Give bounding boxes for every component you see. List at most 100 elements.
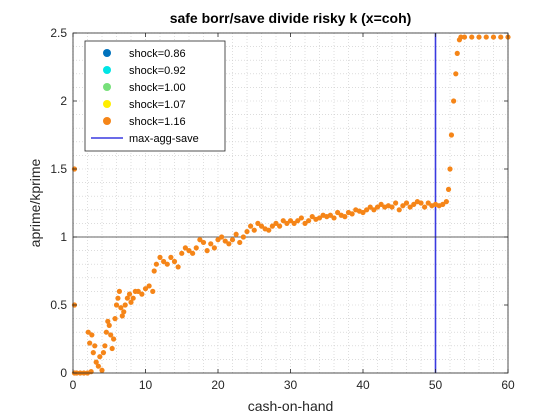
data-point [150, 288, 156, 294]
data-point [269, 223, 275, 229]
data-point [146, 283, 152, 289]
data-point [454, 50, 460, 57]
data-point [393, 200, 399, 206]
data-point [306, 218, 312, 224]
data-point [200, 239, 207, 246]
data-point [244, 228, 250, 235]
data-point [175, 264, 181, 270]
data-point [331, 215, 337, 221]
data-point [128, 299, 134, 305]
data-point [106, 322, 112, 328]
data-point [476, 34, 482, 40]
data-point [92, 343, 98, 349]
data-point [105, 318, 111, 324]
data-point [229, 237, 236, 243]
data-point [483, 34, 489, 40]
data-point [443, 199, 449, 205]
data-point [422, 204, 428, 210]
data-point [204, 248, 210, 254]
data-point [211, 245, 217, 251]
data-point [97, 354, 103, 360]
data-point [119, 313, 125, 319]
legend-label: shock=1.07 [129, 99, 186, 111]
data-point [164, 261, 170, 267]
x-tick-label: 0 [70, 378, 77, 392]
data-point [126, 291, 133, 297]
data-point [139, 291, 145, 297]
data-point [258, 223, 265, 229]
data-point [448, 132, 455, 138]
data-point [135, 288, 141, 294]
data-point [374, 204, 381, 210]
data-point [378, 201, 384, 207]
y-tick-label: 1 [60, 230, 67, 244]
y-tick-label: 0 [60, 366, 67, 380]
data-point [197, 237, 203, 243]
data-point [440, 201, 446, 207]
data-point [90, 350, 96, 356]
data-point [469, 34, 475, 40]
data-point [124, 295, 130, 301]
data-point [364, 207, 370, 213]
data-point [287, 218, 294, 224]
data-point [85, 329, 91, 335]
data-point [118, 305, 124, 311]
data-point [151, 268, 157, 274]
data-point [93, 359, 99, 365]
data-point [453, 71, 459, 77]
data-point [240, 234, 246, 240]
y-axis-title: aprime/kprime [27, 158, 43, 247]
data-point [116, 288, 122, 294]
data-points [71, 34, 511, 376]
data-point [87, 340, 93, 346]
data-point [277, 223, 283, 229]
data-point [425, 200, 431, 206]
data-point [490, 34, 497, 40]
data-point [215, 237, 221, 243]
data-point [190, 250, 196, 256]
data-point [237, 239, 243, 246]
legend-marker [103, 49, 111, 57]
data-point [103, 329, 109, 335]
tick-labels: 0 10 20 30 40 50 60 0 0.5 1 1.5 2 2.5 [50, 26, 515, 392]
data-point [186, 248, 192, 254]
data-point [208, 241, 214, 247]
data-point [389, 204, 395, 210]
chart-title: safe borr/save divide risky k (x=coh) [170, 10, 412, 26]
data-point [168, 254, 174, 260]
data-point [157, 254, 163, 260]
data-point [302, 220, 308, 226]
data-point [461, 34, 468, 40]
data-point [360, 209, 366, 216]
y-tick-label: 1.5 [50, 162, 67, 176]
data-point [411, 201, 417, 207]
data-point [349, 211, 355, 217]
data-point [99, 367, 105, 373]
y-tick-label: 2.5 [50, 26, 67, 40]
data-point [284, 220, 290, 226]
legend-box [84, 40, 226, 152]
data-point [295, 218, 301, 224]
legend-marker [103, 117, 111, 125]
data-point [298, 215, 304, 221]
data-point [109, 345, 115, 352]
data-point [153, 261, 159, 267]
data-point [291, 220, 297, 226]
data-point [95, 363, 101, 369]
legend-label: shock=0.92 [129, 65, 186, 77]
x-tick-label: 40 [356, 378, 370, 392]
data-point [115, 295, 121, 301]
legend: shock=0.86 shock=0.92 shock=1.00 shock=1.07… [84, 40, 226, 152]
x-tick-label: 50 [429, 378, 443, 392]
data-point [273, 220, 279, 226]
x-tick-label: 10 [139, 378, 153, 392]
data-point [367, 204, 373, 210]
data-point [171, 258, 178, 265]
data-point [193, 245, 199, 251]
data-point [179, 250, 185, 256]
x-axis-title: cash-on-hand [248, 398, 334, 414]
data-point [248, 223, 254, 229]
y-tick-label: 2 [60, 94, 67, 108]
data-point [113, 302, 120, 308]
data-point [226, 241, 232, 247]
